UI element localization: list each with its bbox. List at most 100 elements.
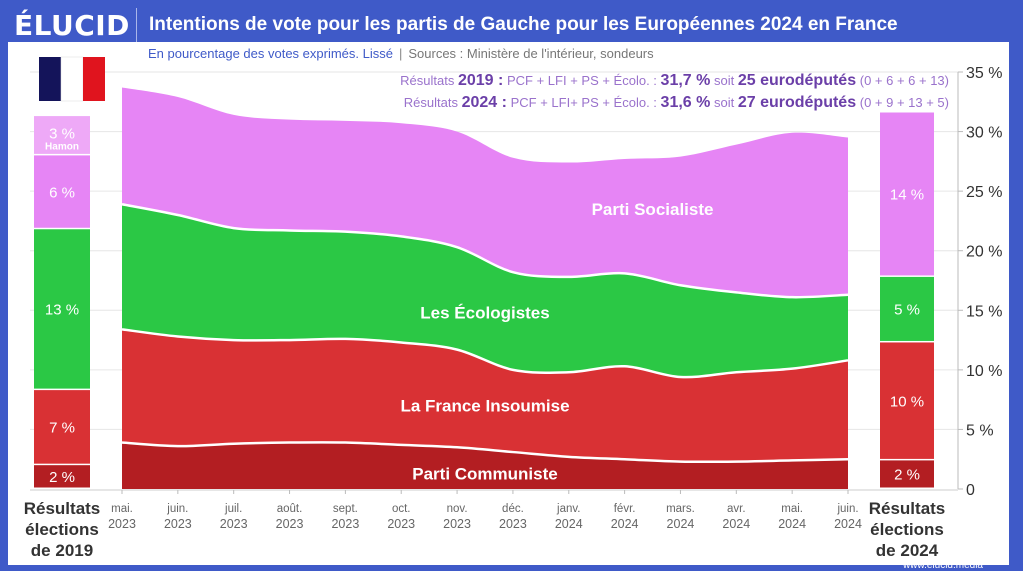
y-tick-label: 0 [966,482,975,499]
results-detail: (0 + 9 + 13 + 5) [859,95,949,110]
bar-caption: Résultats [24,499,101,518]
results-seats: 27 eurodéputés [737,94,857,111]
bar-value-label: 5 % [894,302,920,319]
results-soit: soit [713,95,735,110]
results-soit: soit [713,73,735,88]
bar-caption: élections [870,520,944,539]
bar-value-label: 2 % [894,467,920,484]
bar-segment-pcf [34,465,90,488]
bar-value-label: 7 % [49,420,75,437]
x-tick-label-year: 2023 [443,517,471,531]
x-tick-label-year: 2024 [778,517,806,531]
side-bars: 2 % 7 % 13 % 6 % 3 %Hamon Résultats élections d… [24,112,946,560]
series-boundary-ecolo [121,203,849,299]
results-seats: 25 eurodéputés [737,72,857,89]
x-tick-label-year: 2023 [276,517,304,531]
area-pcf [122,442,848,489]
area-lfi [122,329,848,462]
y-tick-label: 30 % [966,125,1002,142]
area-label-ps: Parti Socialiste [592,200,714,219]
bar-value-label: 10 % [890,393,924,410]
bar-value-label: 2 % [49,469,75,486]
y-tick-label: 35 % [966,65,1002,82]
chart-subtitle: En pourcentage des votes exprimés. Lissé… [148,46,654,61]
french-flag-icon [39,56,105,102]
x-tick-label-month: avr. [727,503,746,515]
elucid-logo: ÉLUCID [14,8,130,42]
results-2024-annotation: Résultats 2024 : PCF + LFI+ PS + Écolo. … [404,94,949,112]
results-parties: PCF + LFI+ PS + Écolo. : [510,95,657,110]
results-pct: 31,6 % [660,94,711,111]
header-divider [136,8,137,42]
results-detail: (0 + 6 + 6 + 13) [859,73,949,88]
results-year: 2024 : [461,94,507,111]
x-tick-label-year: 2024 [667,517,695,531]
results-2019-annotation: Résultats 2019 : PCF + LFI + PS + Écolo.… [400,72,949,90]
results-prefix: Résultats [400,73,455,88]
x-tick-label-year: 2023 [108,517,136,531]
flag-blue [39,57,61,101]
x-tick-label-month: nov. [447,503,468,515]
axes: mai. 2023 juin. 2023 juil. 2023 août. 2023 sept.… [30,65,1002,531]
x-tick-label-month: févr. [614,503,636,515]
bar-caption: de 2019 [31,541,93,560]
results-pct: 31,7 % [660,72,711,89]
x-tick-label-month: mai. [111,503,133,515]
bar-caption: élections [25,520,99,539]
chart-labels: Parti Communiste La France Insoumise Les É… [400,200,713,483]
bar-segment-hamon [34,116,90,154]
bar-segment-lfi [880,342,934,459]
chart-title: Intentions de vote pour les partis de Ga… [149,14,898,35]
bar-value-label: 13 % [45,302,79,319]
bar-segment-ps [880,112,934,276]
header: ÉLUCID Intentions de vote pour les parti… [0,8,1023,42]
results-parties: PCF + LFI + PS + Écolo. : [506,73,657,88]
subtitle-main: En pourcentage des votes exprimés. Lissé [148,46,393,61]
watermark: www.elucid.media [902,560,983,571]
area-label-ecolo: Les Écologistes [420,304,549,323]
x-tick-label-month: sept. [333,503,358,515]
x-tick-label-month: janv. [556,503,580,515]
bar-segment-lfi [34,390,90,464]
x-tick-label-year: 2023 [331,517,359,531]
x-tick-label-year: 2024 [611,517,639,531]
series-boundary-lfi [121,328,849,379]
bar-caption: de 2024 [876,541,939,560]
x-tick-label-month: déc. [502,503,524,515]
bar-caption: Résultats [869,499,946,518]
bar-value-label: 3 % [49,126,75,143]
x-tick-label-month: mai. [781,503,803,515]
bar-value-label: 6 % [49,184,75,201]
x-tick-label-month: mars. [666,503,695,515]
x-tick-label-year: 2023 [220,517,248,531]
flag-white [60,56,84,102]
area-label-pcf: Parti Communiste [412,465,557,484]
y-tick-label: 5 % [966,422,994,439]
x-tick-label-year: 2023 [164,517,192,531]
subtitle-sources: Sources : Ministère de l'intérieur, sond… [408,46,654,61]
x-tick-label-month: juin. [166,503,188,515]
subtitle-separator: | [398,46,403,61]
area-label-lfi: La France Insoumise [400,397,569,416]
bar-segment-ecolo [34,229,90,389]
flag-red [83,57,105,101]
results-prefix: Résultats [403,95,458,110]
area-ps [122,87,848,298]
x-tick-label-month: juil. [224,503,242,515]
series-boundary-pcf [121,441,849,464]
x-tick-label-month: oct. [392,503,411,515]
y-tick-label: 20 % [966,244,1002,261]
results-year: 2019 : [457,72,504,89]
area-ecolo [122,204,848,378]
x-tick-label-month: juin. [836,503,858,515]
x-tick-label-year: 2023 [387,517,415,531]
y-tick-label: 15 % [966,303,1002,320]
y-tick-label: 25 % [966,184,1002,201]
stacked-areas [121,87,849,489]
bar-value-label: 14 % [890,187,924,204]
x-tick-label-month: août. [277,503,303,515]
x-tick-label-year: 2024 [834,517,862,531]
bar-segment-ecolo [880,276,934,341]
x-tick-label-year: 2023 [499,517,527,531]
